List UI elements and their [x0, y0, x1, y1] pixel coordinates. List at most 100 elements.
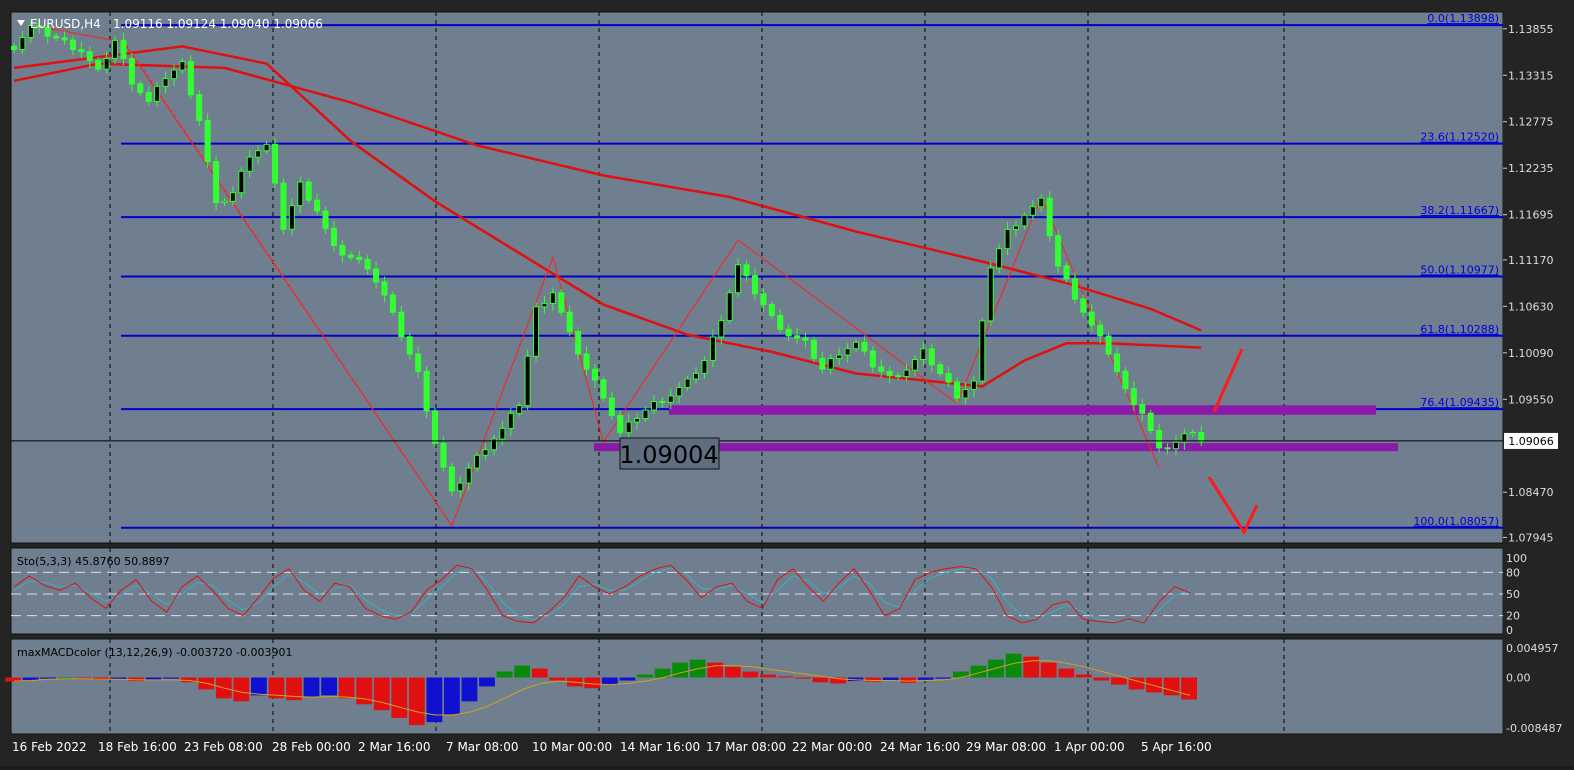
- macd-bar: [882, 677, 899, 681]
- x-tick-label: 2 Mar 16:00: [358, 740, 431, 754]
- ohlc-values: 1.09116 1.09124 1.09040 1.09066: [113, 17, 323, 31]
- price-candles: [11, 18, 1205, 498]
- macd-bar: [1163, 677, 1180, 696]
- macd-bar: [75, 677, 92, 679]
- candle-body: [659, 401, 666, 404]
- y-tick-label: 1.10630: [1508, 300, 1554, 313]
- candle-body: [516, 405, 523, 414]
- macd-title: maxMACDcolor (13,12,26,9) -0.003720 -0.0…: [17, 646, 293, 659]
- macd-bar: [514, 665, 530, 678]
- candle-body: [204, 120, 211, 163]
- candle-body: [1114, 353, 1121, 372]
- vertical-gridlines: [109, 12, 1285, 734]
- fibonacci-levels: 0.0(1.13898) 23.6(1.12520) 38.2(1.11667) 50…: [121, 12, 1503, 529]
- macd-axis: 0.004957 0.00 -0.008487: [1506, 642, 1562, 735]
- candle-body: [768, 304, 775, 316]
- macd-bar: [812, 677, 829, 683]
- candle-body: [608, 397, 615, 416]
- macd-bar: [847, 677, 864, 682]
- candle-body: [78, 49, 85, 53]
- collapse-triangle-icon[interactable]: [17, 20, 25, 26]
- candle-body: [954, 381, 961, 399]
- candle-body: [735, 264, 742, 294]
- candle-body: [1088, 311, 1095, 326]
- stochastic-panel[interactable]: [10, 547, 1504, 635]
- candle-body: [617, 414, 624, 434]
- candle-body: [44, 26, 51, 37]
- candle-body: [196, 94, 203, 122]
- stochastic-tick-label: 80: [1506, 566, 1520, 579]
- candle-body: [373, 268, 380, 283]
- candle-body: [566, 311, 573, 333]
- candle-body: [693, 372, 700, 380]
- candle-body: [920, 348, 927, 361]
- stochastic-oscillator: [11, 564, 1503, 624]
- x-tick-label: 7 Mar 08:00: [446, 740, 519, 754]
- macd-bar: [865, 677, 882, 682]
- candle-body: [625, 421, 632, 434]
- candle-body: [95, 59, 102, 70]
- candle-body: [398, 311, 405, 338]
- candle-body: [1055, 235, 1062, 267]
- macd-bar: [303, 677, 320, 697]
- candle-body: [154, 85, 161, 102]
- macd-bar: [953, 671, 969, 678]
- candle-body: [928, 348, 935, 366]
- candle-body: [288, 205, 295, 230]
- candle-body: [1046, 197, 1053, 237]
- candle-body: [415, 353, 422, 372]
- candle-body: [305, 181, 312, 201]
- price-annotation[interactable]: 1.09004: [619, 437, 720, 470]
- candle-body: [272, 143, 279, 184]
- candle-body: [1071, 278, 1078, 300]
- x-tick-label: 5 Apr 16:00: [1141, 740, 1212, 754]
- candle-body: [945, 372, 952, 383]
- candle-body: [36, 25, 43, 28]
- fib-level-label: 76.4(1.09435): [1420, 396, 1499, 409]
- time-axis: 16 Feb 2022 18 Feb 16:00 23 Feb 08:00 28 Fe…: [12, 740, 1212, 754]
- macd-bar: [22, 677, 39, 681]
- macd-bar: [619, 677, 636, 681]
- candle-body: [179, 61, 186, 71]
- candle-body: [549, 292, 556, 304]
- candle-body: [364, 259, 371, 270]
- x-tick-label: 16 Feb 2022: [12, 740, 87, 754]
- stochastic-tick-label: 0: [1506, 624, 1513, 637]
- macd-bar: [830, 677, 846, 684]
- candle-body: [1004, 228, 1011, 250]
- candle-body: [634, 418, 641, 423]
- candle-body: [541, 302, 548, 308]
- candle-body: [120, 39, 127, 60]
- annotation-text: 1.09004: [619, 441, 718, 469]
- candle-body: [861, 341, 868, 352]
- candle-body: [911, 359, 918, 371]
- x-tick-label: 28 Feb 00:00: [272, 740, 351, 754]
- candle-body: [524, 355, 531, 407]
- candle-body: [533, 306, 540, 357]
- candle-body: [751, 275, 758, 295]
- macd-bar: [180, 677, 197, 683]
- macd-bar: [145, 677, 162, 680]
- candle-body: [482, 449, 489, 456]
- candle-body: [128, 58, 135, 85]
- y-tick-label: 1.09550: [1508, 393, 1554, 406]
- candle-body: [600, 379, 607, 399]
- x-tick-label: 14 Mar 16:00: [620, 740, 700, 754]
- candle-body: [86, 51, 93, 61]
- candle-body: [1139, 404, 1146, 414]
- candle-body: [280, 182, 287, 230]
- zone-rect: [669, 405, 1376, 415]
- candle-body: [263, 143, 270, 152]
- macd-bar: [1111, 677, 1127, 685]
- macd-bar: [408, 677, 425, 726]
- macd-bar: [5, 677, 21, 682]
- candle-body: [1198, 431, 1205, 443]
- candle-body: [255, 150, 262, 158]
- y-tick-label: 1.12775: [1508, 116, 1554, 129]
- y-tick-label: 1.11170: [1508, 254, 1554, 267]
- macd-bar: [110, 677, 127, 680]
- macd-bar: [970, 665, 987, 678]
- candle-body: [457, 482, 464, 492]
- candle-body: [642, 409, 649, 420]
